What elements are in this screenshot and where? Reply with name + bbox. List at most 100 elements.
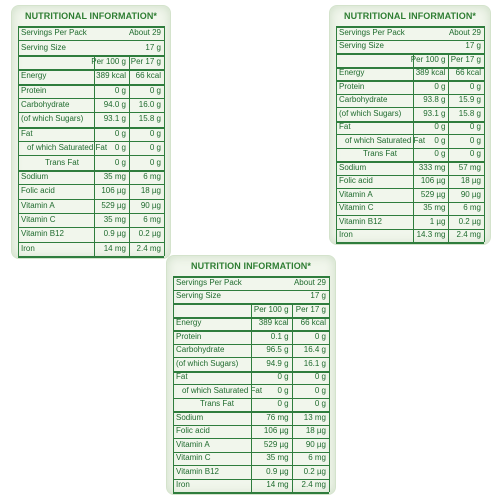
nutrient-value-per-100g: 35 mg [103,171,126,181]
table-rule [336,66,484,69]
table-rule [336,134,484,135]
nutrient-value-per-100g: 14.3 mg [416,230,446,240]
table-rule [18,126,164,129]
nutrient-label: Vitamin B12 [176,466,219,476]
nutrient-label: Fat [21,128,33,138]
nutrient-label: of which Saturated Fat [345,135,426,145]
nutrient-value-per-100g: 96.5 g [266,345,289,355]
nutrient-value-per-100g: 35 mg [423,203,446,213]
nutrient-value-per-serving: 0 g [149,157,161,167]
nutrient-value-per-100g: 106 µg [101,186,126,196]
column-rule [164,26,165,256]
nutrient-label: Folic acid [21,186,55,196]
nutrient-value-per-100g: 94.9 g [266,358,289,368]
serving-size-label: Serving Size [21,42,66,52]
table-rule [18,198,164,200]
nutrient-value-per-100g: 389 kcal [96,71,126,81]
servings-per-pack-label: Servings Per Pack [21,28,87,38]
nutrient-label: Carbohydrate [339,95,388,105]
nutrient-value-per-serving: 0.2 µg [458,216,481,226]
table-rule [18,54,164,57]
nutrient-label: Vitamin B12 [21,229,64,239]
table-rule [18,212,164,214]
nutrient-value-per-serving: 6 mg [463,203,481,213]
nutrient-value-per-serving: 90 µg [140,200,161,210]
nutrient-value-per-serving: 0 g [314,372,326,382]
column-header-per-serving: Per 17 g [450,54,481,64]
panel-title: NUTRITIONAL INFORMATION* [343,11,477,21]
table-rule [336,26,484,28]
nutrient-value-per-serving: 0 g [469,135,481,145]
nutrient-value-per-100g: 0 g [434,135,446,145]
column-rule [448,53,450,242]
table-rule [336,201,484,203]
nutrient-value-per-serving: 0 g [314,385,326,395]
table-rule [18,69,164,72]
nutrient-value-per-100g: 106 µg [263,426,289,436]
nutrient-value-per-serving: 16.1 g [303,358,326,368]
nutrient-value-per-serving: 18 µg [460,176,481,186]
table-rule [336,39,484,41]
table-rule [336,228,484,230]
nutrient-label: Trans Fat [45,157,79,167]
nutrient-value-per-serving: 0 g [149,128,161,138]
column-rule [251,303,252,492]
nutrient-label: Vitamin C [21,215,56,225]
nutrient-label: Vitamin A [21,200,55,210]
nutrient-label: Protein [339,81,365,91]
nutrient-value-per-100g: 0 g [277,399,289,409]
nutrition-panel-top-right: NUTRITIONAL INFORMATION* Servings Per Pac… [329,5,491,245]
nutrient-value-per-100g: 529 µg [420,189,446,199]
nutrient-value-per-serving: 57 mg [458,162,481,172]
servings-per-pack-value: About 29 [128,28,161,38]
table-rule [18,112,164,114]
nutrient-label: Vitamin C [339,203,374,213]
column-rule [291,303,293,492]
panel-title: NUTRITION INFORMATION* [190,261,312,271]
nutrient-value-per-100g: 0 g [114,157,126,167]
nutrient-label: Carbohydrate [176,345,225,355]
nutrient-value-per-serving: 0 g [314,331,326,341]
nutrient-label: Sodium [21,171,49,181]
table-rule [336,107,484,108]
nutrient-value-per-100g: 0 g [277,385,289,395]
table-rule [336,215,484,216]
nutrient-value-per-serving: 66 kcal [455,68,481,78]
nutrient-label: Energy [21,71,47,81]
nutrient-value-per-100g: 0.9 µg [103,229,126,239]
nutrient-label: Sodium [176,412,204,422]
nutrient-label: Protein [21,85,47,95]
nutrient-label: Vitamin A [176,439,210,449]
nutrient-label: Folic acid [176,426,210,436]
nutrient-value-per-serving: 0 g [314,399,326,409]
nutrient-value-per-serving: 16.4 g [303,345,326,355]
nutrient-value-per-100g: 94.0 g [103,100,126,110]
nutrient-value-per-serving: 2.4 mg [301,480,326,490]
serving-size-label: Serving Size [339,41,384,51]
serving-size-value: 17 g [310,291,326,301]
table-rule [336,161,484,163]
nutrient-value-per-100g: 389 kcal [258,318,289,328]
column-header-per-100g: Per 100 g [410,54,446,64]
nutrient-value-per-100g: 35 mg [103,215,126,225]
nutrient-label: Fat [176,372,188,382]
nutrient-value-per-100g: 0 g [434,81,446,91]
nutrient-value-per-serving: 0 g [469,149,481,159]
nutrient-value-per-100g: 0 g [114,143,126,153]
nutrient-value-per-100g: 0 g [114,128,126,138]
nutrient-value-per-100g: 14 mg [266,480,289,490]
table-rule [18,155,164,157]
nutrient-value-per-serving: 6 mg [143,171,161,181]
nutrient-value-per-serving: 90 µg [305,439,326,449]
nutrient-label: Iron [21,243,35,253]
nutrient-value-per-100g: 0 g [277,372,289,382]
nutrient-value-per-serving: 0 g [469,81,481,91]
nutrient-label: Energy [339,68,365,78]
nutrition-panel-top-left: NUTRITIONAL INFORMATION* Servings Per Pac… [11,5,171,259]
table-rule [18,241,164,243]
nutrient-value-per-100g: 0.9 µg [266,466,289,476]
column-header-per-serving: Per 17 g [295,304,326,314]
panel-title: NUTRITIONAL INFORMATION* [24,11,158,21]
nutrient-value-per-100g: 14 mg [103,243,126,253]
column-rule [329,276,330,492]
